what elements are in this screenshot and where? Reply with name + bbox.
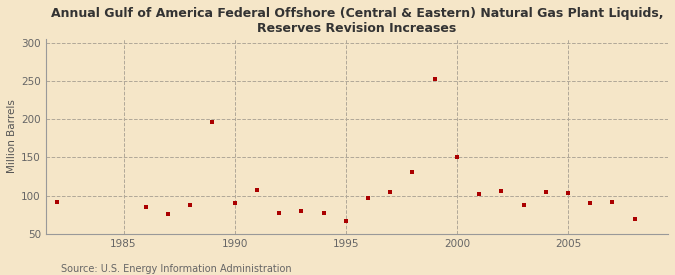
Point [563, 191, 574, 196]
Point [230, 201, 240, 205]
Y-axis label: Million Barrels: Million Barrels [7, 100, 17, 173]
Text: Source: U.S. Energy Information Administration: Source: U.S. Energy Information Administ… [61, 264, 292, 274]
Point [385, 190, 396, 194]
Point [252, 188, 263, 192]
Point [407, 170, 418, 174]
Point [518, 203, 529, 207]
Point [362, 196, 373, 200]
Title: Annual Gulf of America Federal Offshore (Central & Eastern) Natural Gas Plant Li: Annual Gulf of America Federal Offshore … [51, 7, 663, 35]
Point [273, 210, 284, 215]
Point [51, 200, 62, 204]
Point [629, 217, 640, 222]
Point [185, 203, 196, 207]
Point [452, 155, 462, 160]
Point [541, 190, 551, 194]
Point [318, 210, 329, 215]
Point [296, 209, 306, 213]
Point [207, 119, 218, 124]
Point [474, 192, 485, 196]
Point [607, 200, 618, 204]
Point [496, 189, 507, 193]
Point [340, 219, 351, 223]
Point [163, 212, 173, 216]
Point [429, 76, 440, 81]
Point [140, 205, 151, 209]
Point [585, 201, 595, 205]
